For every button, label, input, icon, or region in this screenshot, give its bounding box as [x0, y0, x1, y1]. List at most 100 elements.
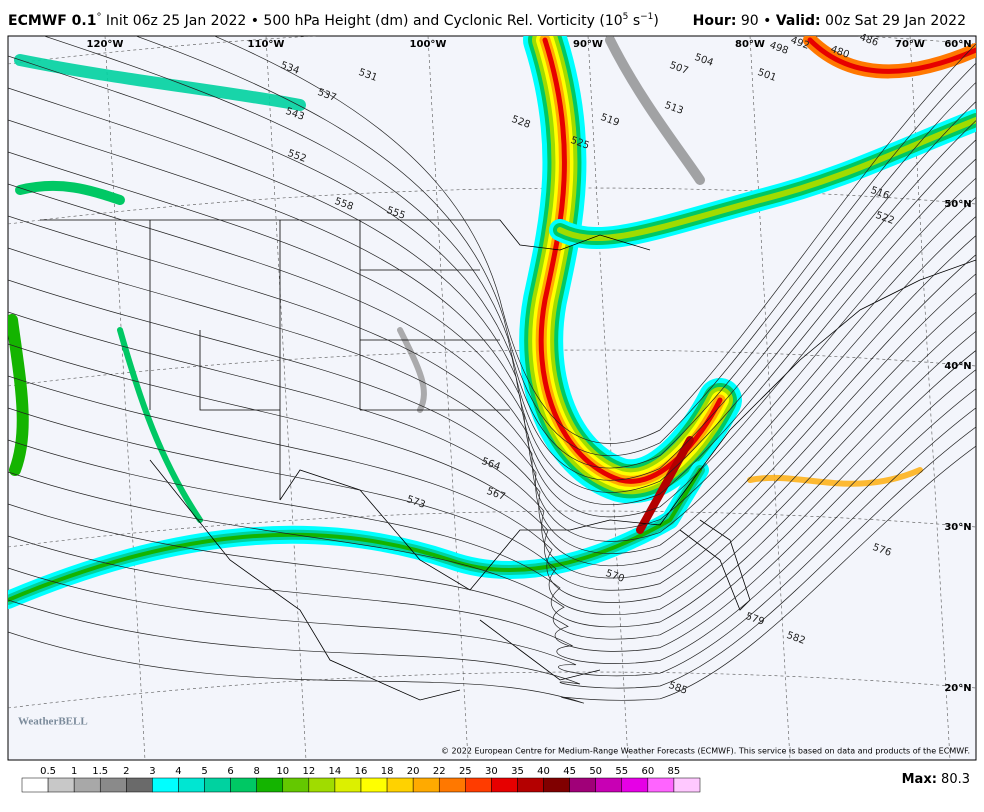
- title: ECMWF 0.1° Init 06z 25 Jan 2022 • 500 hP…: [8, 12, 659, 30]
- height-contour: [8, 55, 976, 481]
- colorbar-swatch: [569, 777, 596, 793]
- colorbar-label: 25: [459, 766, 472, 777]
- colorbar-swatch: [543, 777, 570, 793]
- degree: °: [96, 12, 101, 23]
- map-frame: [7, 35, 977, 761]
- colorbar-label: 10: [276, 766, 289, 777]
- colorbar-label: 18: [381, 766, 394, 777]
- colorbar-label: 85: [668, 766, 681, 777]
- colorbar-label: 1.5: [92, 766, 108, 777]
- vorticity: [8, 314, 29, 476]
- height-contour: [8, 119, 976, 505]
- unit-exponent: −1: [640, 12, 653, 22]
- longitude-label: 120°W: [87, 39, 124, 50]
- close-paren: ): [653, 13, 658, 29]
- logo: WeatherBELL: [18, 716, 88, 728]
- colorbar-swatch: [386, 777, 414, 793]
- colorbar-label: 4: [175, 766, 181, 777]
- colorbar-label: 3: [149, 766, 155, 777]
- colorbar-swatch: [647, 777, 675, 793]
- colorbar-label: 35: [511, 766, 524, 777]
- map: [8, 36, 976, 760]
- description: Init 06z 25 Jan 2022 • 500 hPa Height (d…: [101, 13, 622, 29]
- colorbar-swatch: [204, 777, 231, 793]
- colorbar-swatch: [282, 777, 310, 793]
- colorbar-swatch: [308, 777, 336, 793]
- model: ECMWF 0.1: [8, 13, 96, 29]
- vorticity: [14, 54, 306, 111]
- latitude-label: 40°N: [944, 361, 971, 372]
- longitude-label: 110°W: [248, 39, 285, 50]
- hour-value: 90 •: [736, 13, 775, 29]
- unit: s: [628, 13, 640, 29]
- meridian: [587, 36, 629, 760]
- height-contour: [8, 215, 976, 554]
- vorticity: [15, 180, 125, 205]
- meridian: [749, 36, 791, 760]
- colorbar: 0.5 1 1.5 2 3 4 5 6 8 10 12 14 16 18 20 22 25 30 35 40 45 50 5…: [21, 766, 701, 793]
- colorbar-swatch: [621, 777, 649, 793]
- colorbar-swatch: [21, 777, 49, 793]
- boundary: [279, 259, 976, 591]
- max-label: Max:: [902, 772, 937, 787]
- height-contour: [43, 36, 976, 469]
- colorbar-swatch: [465, 777, 492, 793]
- colorbar-label: 14: [329, 766, 342, 777]
- height-contour: [8, 369, 976, 652]
- height-contour: [8, 87, 976, 493]
- colorbar-swatch: [491, 777, 518, 793]
- colorbar-label: 40: [537, 766, 550, 777]
- height-contour: [8, 177, 976, 530]
- meridian: [265, 36, 307, 760]
- valid-value: 00z Sat 29 Jan 2022: [821, 13, 966, 29]
- colorbar-swatch: [438, 777, 466, 793]
- longitude-label: 80°W: [735, 39, 765, 50]
- vorticity: [807, 37, 976, 74]
- colorbar-label: 22: [433, 766, 446, 777]
- latitude-label: 50°N: [944, 199, 971, 210]
- longitude-label: 100°W: [410, 39, 447, 50]
- colorbar-label: 20: [407, 766, 420, 777]
- height-contour: [8, 445, 976, 704]
- height-contour: [8, 349, 976, 640]
- height-contour: [135, 36, 976, 457]
- exponent: 5: [623, 12, 629, 22]
- colorbar-label: 50: [589, 766, 602, 777]
- vorticity: [605, 36, 705, 185]
- copyright: © 2022 European Centre for Medium-Range …: [441, 747, 970, 756]
- vorticity: [397, 327, 427, 413]
- hour-label: Hour:: [693, 13, 737, 29]
- colorbar-label: 55: [615, 766, 628, 777]
- colorbar-label: 2: [123, 766, 129, 777]
- vorticity: [538, 37, 723, 484]
- colorbar-label: 5: [201, 766, 207, 777]
- longitude-label: 90°W: [573, 39, 603, 50]
- colorbar-swatch: [517, 777, 544, 793]
- max: Max: 80.3: [902, 772, 970, 787]
- height-contour: [8, 292, 976, 603]
- colorbar-label: 45: [563, 766, 576, 777]
- colorbar-label: 12: [302, 766, 315, 777]
- boundary: [679, 519, 751, 611]
- vorticity: [557, 117, 976, 242]
- colorbar-swatch: [178, 777, 205, 793]
- boundary: [149, 459, 461, 701]
- meridian: [104, 36, 146, 760]
- colorbar-swatch: [152, 777, 179, 793]
- longitude-label: 70°W: [895, 39, 925, 50]
- max-value: 80.3: [937, 772, 970, 787]
- colorbar-swatch: [47, 777, 75, 793]
- height-contour: [8, 254, 976, 579]
- colorbar-label: 0.5: [40, 766, 56, 777]
- height-contour: [8, 196, 976, 542]
- vorticity: [117, 327, 203, 523]
- latitude-label: 20°N: [944, 683, 971, 694]
- height-contour: [8, 235, 976, 567]
- colorbar-swatch: [230, 777, 257, 793]
- height-contour: [8, 273, 976, 591]
- colorbar-label: 60: [641, 766, 654, 777]
- height-contour: [213, 36, 976, 444]
- colorbar-swatch: [73, 777, 101, 793]
- colorbar-swatch: [412, 777, 440, 793]
